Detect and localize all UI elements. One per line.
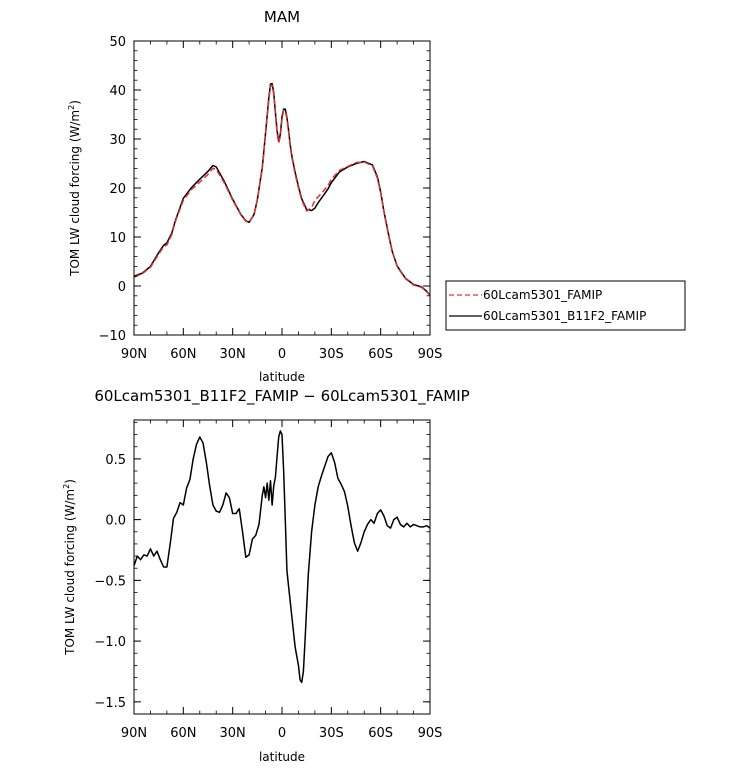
chart-bottom-ytick-label: 0.5 [105,453,126,468]
chart-top-title: MAM [264,8,300,26]
chart-bottom-xlabel: latitude [259,750,305,764]
chart-top-xtick-label: 30N [220,347,246,362]
chart-bottom-ylabel-main: TOM LW cloud forcing (W/m [63,489,77,656]
chart-top-xtick-label: 60N [170,347,196,362]
chart-bottom-xtick-label: 60S [368,726,393,741]
chart-top-xtick-label: 0 [278,347,286,362]
chart-top-ytick-label: 40 [109,84,126,99]
chart-bottom-ytick-label: −1.0 [94,635,126,650]
chart-bottom-ylabel-sup: 2 [62,484,71,489]
chart-top-ylabel-sup: 2 [67,105,76,110]
chart-top-xtick-label: 30S [319,347,344,362]
legend-label-famip: 60Lcam5301_FAMIP [483,288,602,302]
chart-top-ylabel: TOM LW cloud forcing (W/m2) [67,100,82,277]
chart-top-ytick-label: −10 [99,329,126,344]
chart-top-ytick-label: 0 [118,280,126,295]
chart-top-ylabel-end: ) [68,100,82,105]
chart-bottom-xtick-label: 30S [319,726,344,741]
chart-bottom: 60Lcam5301_B11F2_FAMIP − 60Lcam5301_FAMI… [62,387,470,764]
chart-top-frame [133,40,431,336]
chart-bottom-xtick-label: 0 [278,726,286,741]
chart-bottom-xtick-label: 30N [220,726,246,741]
chart-top-series-line-0 [133,84,431,296]
chart-top-xlabel: latitude [259,370,305,384]
chart-bottom-frame [133,419,431,715]
chart-bottom-xtick-label: 60N [170,726,196,741]
legend: 60Lcam5301_FAMIP 60Lcam5301_B11F2_FAMIP [445,280,686,331]
chart-bottom-ticks: 0.5 0.0 −0.5 −1.0 −1.5 90N 60N 30N 0 30S 60S 90S [94,420,442,741]
chart-top-ylabel-main: TOM LW cloud forcing (W/m [68,110,82,277]
legend-label-b11f2: 60Lcam5301_B11F2_FAMIP [483,309,646,323]
chart-bottom-ylabel: TOM LW cloud forcing (W/m2) [62,479,77,656]
chart-top-ticks: 50 40 30 20 10 0 −10 90N 60N 30N 0 30S 60S 90S [99,35,443,362]
chart-top-ytick-label: 30 [109,133,126,148]
chart-top-xtick-label: 60S [368,347,393,362]
chart-top-ytick-label: 50 [109,35,126,50]
chart-bottom-series-layer [133,430,431,684]
chart-bottom-series-line-0 [133,430,431,684]
chart-bottom-title: 60Lcam5301_B11F2_FAMIP − 60Lcam5301_FAMI… [94,387,469,406]
chart-bottom-ylabel-end: ) [63,479,77,484]
chart-top-xtick-label: 90S [418,347,443,362]
chart-top-ytick-label: 20 [109,182,126,197]
chart-top-series-layer [133,82,431,296]
chart-bottom-ytick-label: −0.5 [94,574,126,589]
chart-bottom-xtick-label: 90S [418,726,443,741]
chart-top: MAM 50 40 30 20 10 0 −10 90N 60N 30N 0 30S 60S 90S la… [67,8,686,384]
chart-top-xtick-label: 90N [121,347,147,362]
chart-bottom-xtick-label: 90N [121,726,147,741]
chart-top-ytick-label: 10 [109,231,126,246]
chart-bottom-ytick-label: −1.5 [94,696,126,711]
legend-box [445,280,686,331]
chart-bottom-ytick-label: 0.0 [105,514,126,529]
